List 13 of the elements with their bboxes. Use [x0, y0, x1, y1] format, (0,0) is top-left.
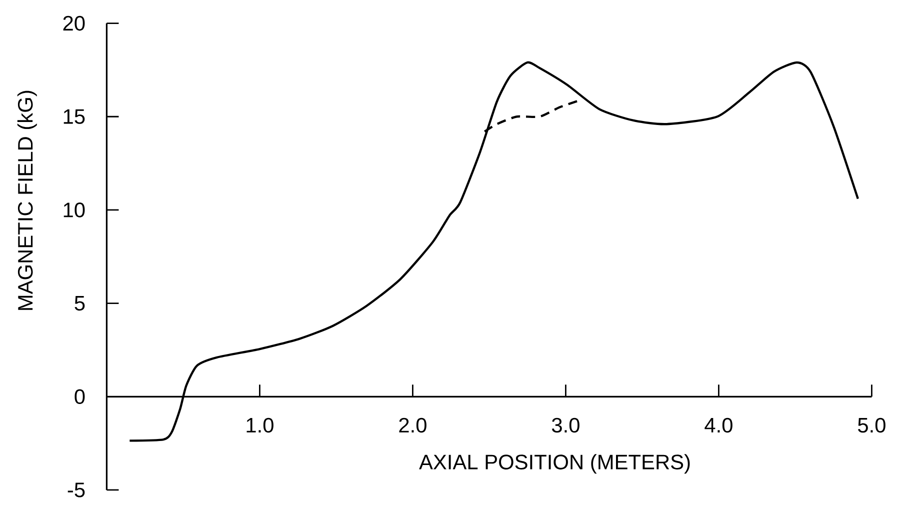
y-tick-label: 10 [64, 202, 85, 218]
x-axis-title: AXIAL POSITION (METERS) [419, 454, 690, 474]
y-tick-label: 20 [63, 16, 85, 31]
y-tick-label: -5 [68, 482, 85, 498]
y-tick-label: 15 [64, 109, 85, 124]
x-tick-label: 5.0 [858, 418, 886, 433]
y-tick-label: 5 [74, 296, 85, 311]
y-tick-label: 0 [74, 389, 85, 404]
y-axis-title: MAGNETIC FIELD (kG) [17, 90, 37, 310]
x-tick-label: 1.0 [246, 418, 274, 433]
x-tick-label: 3.0 [552, 418, 580, 433]
x-tick-label: 2.0 [399, 418, 426, 433]
x-tick-label: 4.0 [704, 418, 732, 433]
